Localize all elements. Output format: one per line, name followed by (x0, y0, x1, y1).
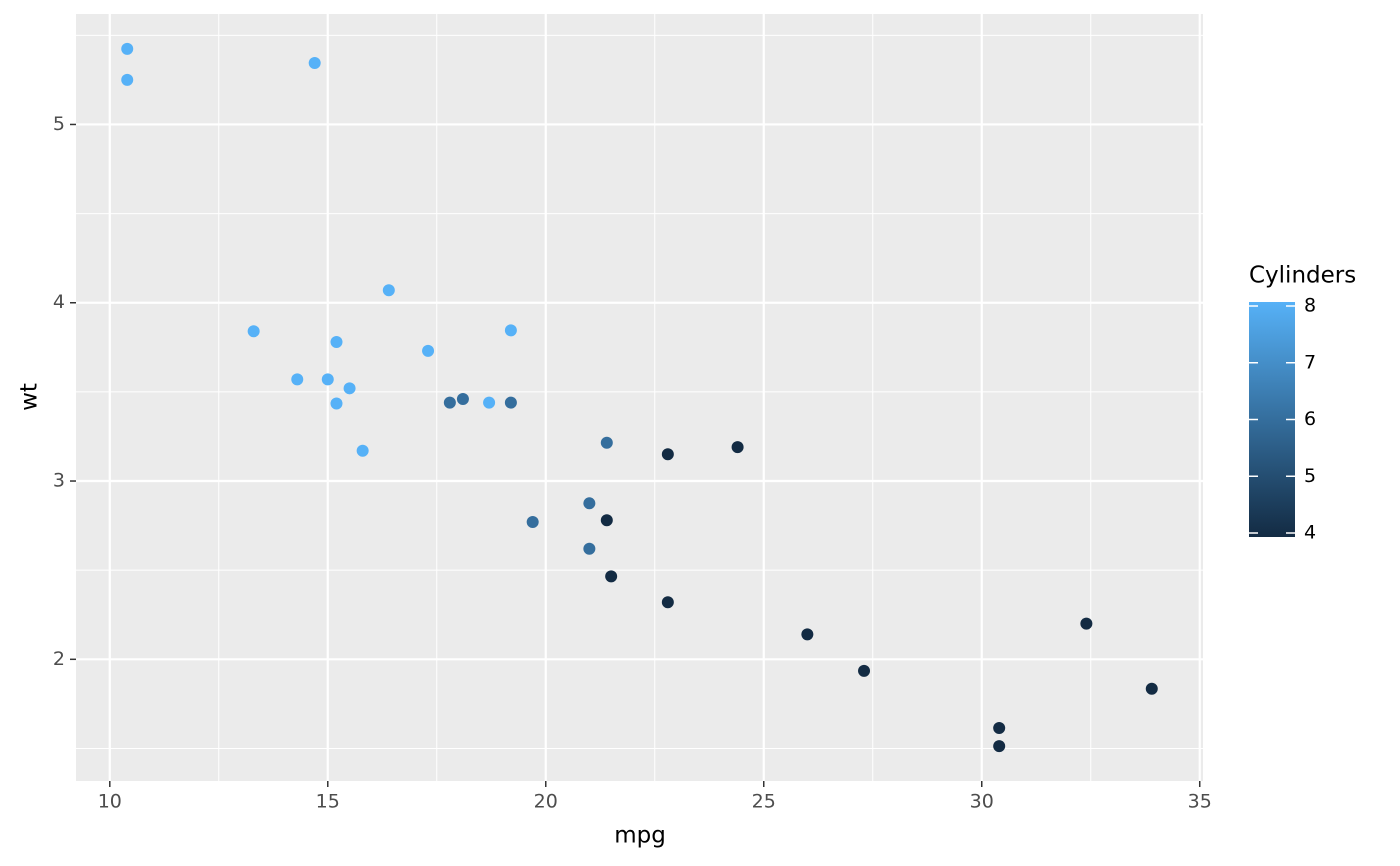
point (993, 740, 1006, 753)
point (1145, 682, 1158, 695)
point (526, 516, 539, 529)
point (330, 335, 343, 348)
point (443, 396, 456, 409)
point (121, 73, 134, 86)
legend-title: Cylinders (1249, 263, 1356, 289)
y-tick-label: 4 (53, 291, 65, 313)
point (1080, 617, 1093, 630)
point (661, 596, 674, 609)
point (600, 436, 613, 449)
point (504, 396, 517, 409)
y-tick-label: 5 (53, 113, 65, 135)
point (456, 393, 469, 406)
legend-label: 8 (1304, 295, 1316, 317)
point (600, 514, 613, 527)
point (330, 397, 343, 410)
point (993, 721, 1006, 734)
point (605, 570, 618, 583)
point (343, 382, 356, 395)
legend-label: 5 (1304, 465, 1316, 487)
x-tick-label: 10 (98, 791, 122, 813)
y-axis-title: wt (17, 383, 43, 411)
x-tick-label: 15 (316, 791, 340, 813)
legend-label: 4 (1304, 522, 1316, 544)
point (422, 344, 435, 357)
point (801, 628, 814, 641)
point (583, 497, 596, 510)
y-tick-label: 2 (53, 648, 65, 670)
point (858, 664, 871, 677)
point (483, 396, 496, 409)
legend-label: 6 (1304, 408, 1316, 430)
x-tick-label: 25 (752, 791, 776, 813)
point (321, 373, 334, 386)
point (121, 42, 134, 55)
point (308, 56, 321, 69)
legend-label: 7 (1304, 351, 1316, 373)
point (382, 284, 395, 297)
panel (76, 14, 1203, 781)
point (504, 324, 517, 337)
point (583, 542, 596, 555)
x-axis-title: mpg (614, 823, 666, 849)
points (121, 42, 1158, 753)
point (731, 441, 744, 454)
point (661, 448, 674, 461)
point (291, 373, 304, 386)
point (247, 325, 260, 338)
x-tick-label: 20 (534, 791, 558, 813)
x-tick-label: 35 (1188, 791, 1212, 813)
x-tick-label: 30 (970, 791, 994, 813)
y-tick-label: 3 (53, 470, 65, 492)
point (356, 444, 369, 457)
grid (76, 14, 1203, 781)
